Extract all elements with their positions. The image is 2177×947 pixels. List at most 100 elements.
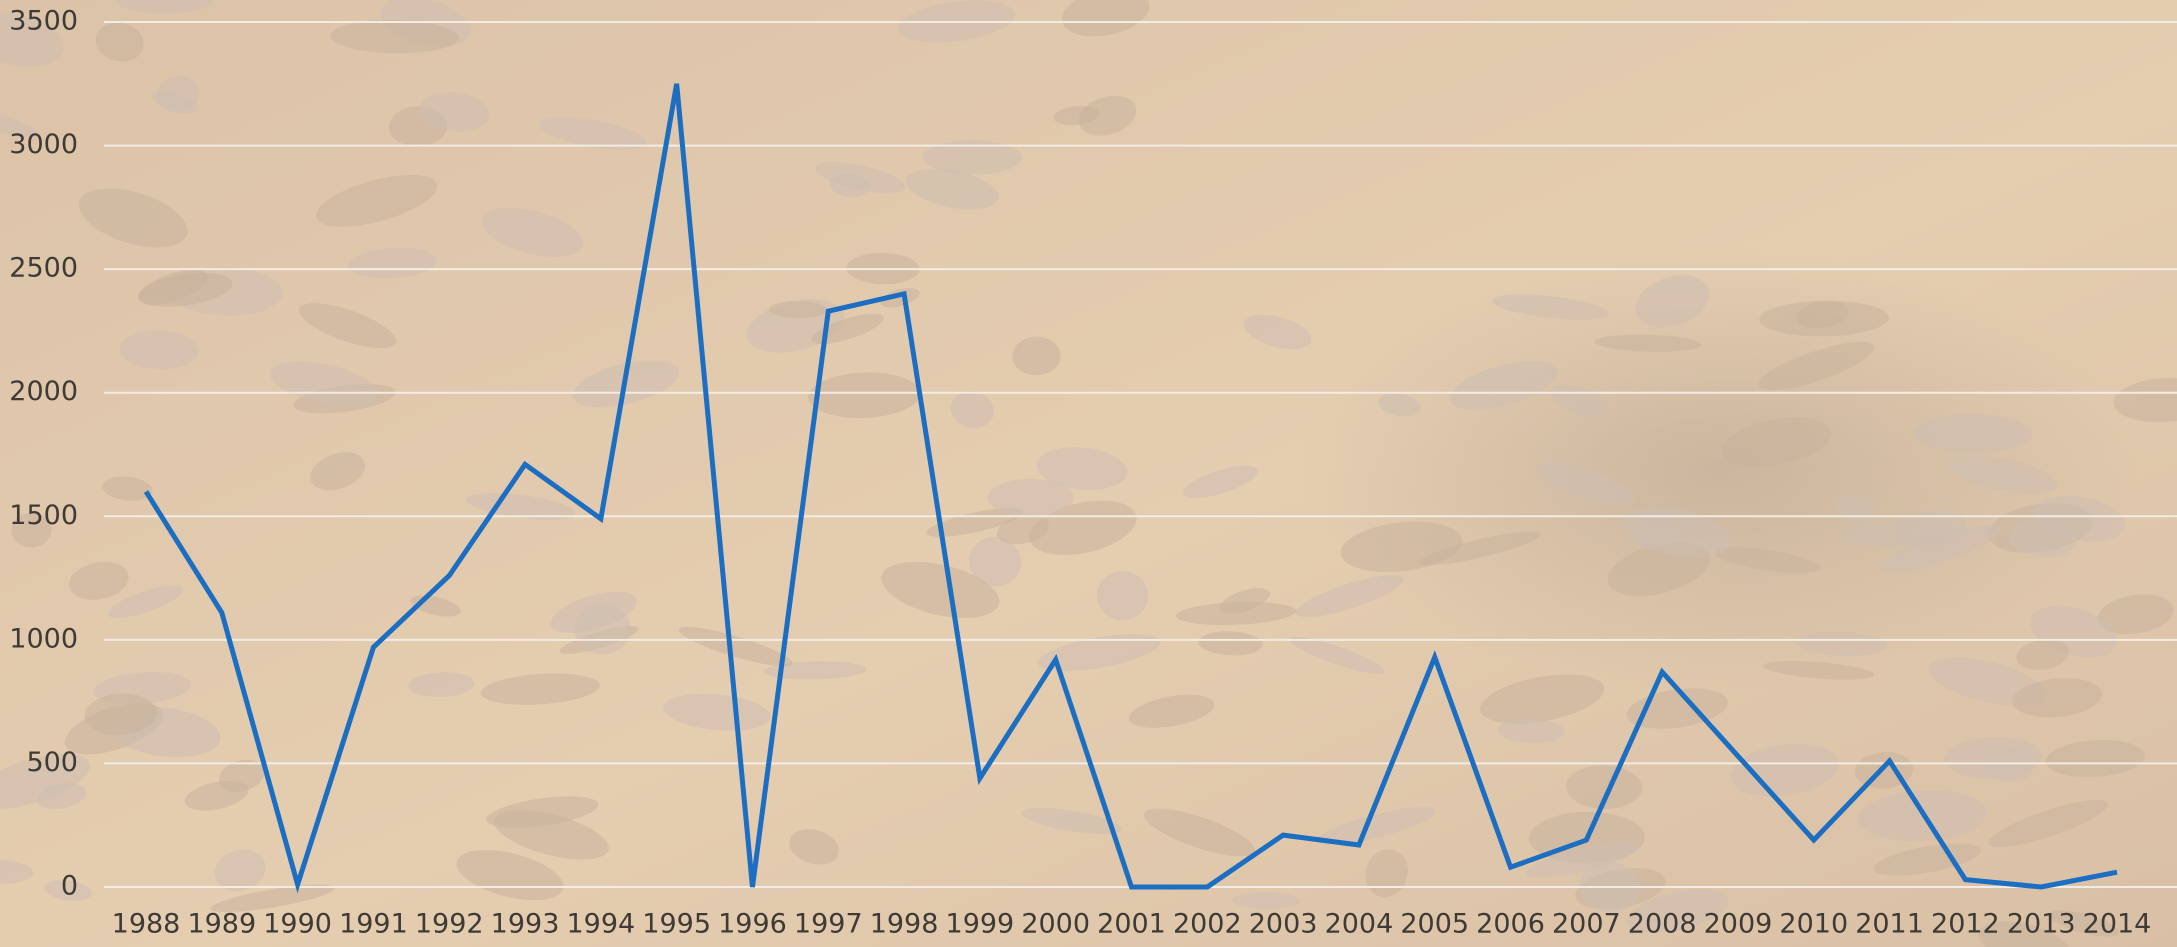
x-tick-label: 2000 — [1021, 909, 1090, 940]
rock — [1419, 531, 1541, 566]
rock — [214, 849, 266, 892]
y-tick-label: 2000 — [9, 376, 78, 407]
rock — [1183, 465, 1258, 498]
rock — [0, 860, 34, 884]
rock — [1078, 95, 1137, 136]
rock — [881, 561, 1000, 618]
rock — [1763, 661, 1875, 680]
rock — [1219, 588, 1270, 614]
rock — [1635, 275, 1710, 328]
background-shade — [1300, 250, 2140, 690]
rock — [905, 168, 999, 210]
x-tick-label: 2004 — [1325, 909, 1394, 940]
rock — [1525, 841, 1640, 878]
rock — [69, 561, 129, 600]
rock — [950, 391, 995, 428]
rock — [1021, 807, 1122, 835]
rock — [1626, 889, 1729, 933]
rock — [1944, 736, 2042, 779]
rock — [1365, 849, 1408, 898]
x-tick-label: 2001 — [1097, 909, 1166, 940]
y-tick-label: 2500 — [9, 253, 78, 284]
y-tick-label: 3500 — [9, 6, 78, 37]
rock — [811, 313, 884, 345]
rock — [1012, 336, 1061, 376]
rock — [2113, 378, 2177, 423]
rock — [102, 476, 153, 501]
rock — [269, 361, 379, 407]
rock — [2048, 910, 2119, 937]
rock — [1053, 105, 1100, 126]
rock — [926, 507, 1024, 537]
rock — [493, 810, 609, 860]
rock — [1714, 547, 1821, 574]
rock — [1758, 342, 1875, 391]
rock — [107, 585, 184, 618]
rock — [481, 207, 584, 257]
x-tick-label: 2009 — [1704, 909, 1773, 940]
rock — [1036, 447, 1128, 490]
rock — [315, 174, 438, 227]
rock — [1175, 601, 1297, 626]
rock — [480, 673, 600, 705]
rock — [1317, 806, 1437, 846]
rock — [84, 693, 157, 735]
rock — [1491, 294, 1609, 320]
y-tick-label: 1000 — [9, 623, 78, 654]
rock — [1730, 743, 1839, 797]
rock — [0, 753, 90, 809]
rock — [310, 452, 366, 491]
rock — [1449, 360, 1558, 410]
rock — [789, 829, 839, 865]
x-tick-label: 2013 — [2007, 909, 2076, 940]
rock — [2012, 678, 2102, 718]
rock — [996, 515, 1049, 545]
rock — [1096, 571, 1149, 621]
x-tick-label: 2014 — [2083, 909, 2152, 940]
rock — [880, 288, 920, 308]
rock — [1378, 393, 1421, 417]
rock — [1289, 636, 1385, 675]
rock — [1232, 892, 1300, 910]
y-tick-label: 3000 — [9, 129, 78, 160]
x-tick-label: 2007 — [1552, 909, 1621, 940]
x-tick-label: 1992 — [415, 909, 484, 940]
rock — [78, 188, 188, 248]
rock — [987, 478, 1074, 517]
rock — [1243, 314, 1312, 350]
rock — [1721, 417, 1832, 467]
y-tick-label: 0 — [61, 871, 78, 902]
x-tick-label: 2011 — [1855, 909, 1924, 940]
rock — [1536, 461, 1635, 506]
rock — [1879, 525, 2001, 573]
rock — [419, 92, 490, 132]
rock — [184, 780, 249, 811]
x-tick-label: 2006 — [1476, 909, 1545, 940]
rock — [1873, 843, 1981, 876]
rock — [768, 300, 828, 319]
rock — [210, 884, 335, 913]
rock — [138, 269, 208, 306]
x-tick-label: 1995 — [642, 909, 711, 940]
rock — [2008, 519, 2077, 558]
rock — [119, 330, 199, 370]
rock — [969, 536, 1022, 587]
rock — [1620, 507, 1733, 558]
x-tick-label: 1994 — [566, 909, 635, 940]
x-tick-label: 1991 — [339, 909, 408, 940]
rock — [2097, 594, 2174, 635]
rock — [829, 173, 870, 198]
rock — [0, 12, 64, 67]
rock — [1759, 300, 1889, 337]
rock — [1480, 674, 1605, 724]
rock — [1129, 694, 1215, 728]
rock — [678, 626, 793, 667]
rock — [922, 139, 1023, 175]
rock — [0, 111, 40, 138]
rock — [1914, 414, 2033, 454]
rock — [408, 672, 475, 697]
rock — [1945, 455, 2058, 494]
y-tick-label: 500 — [26, 747, 78, 778]
x-tick-label: 1998 — [870, 909, 939, 940]
